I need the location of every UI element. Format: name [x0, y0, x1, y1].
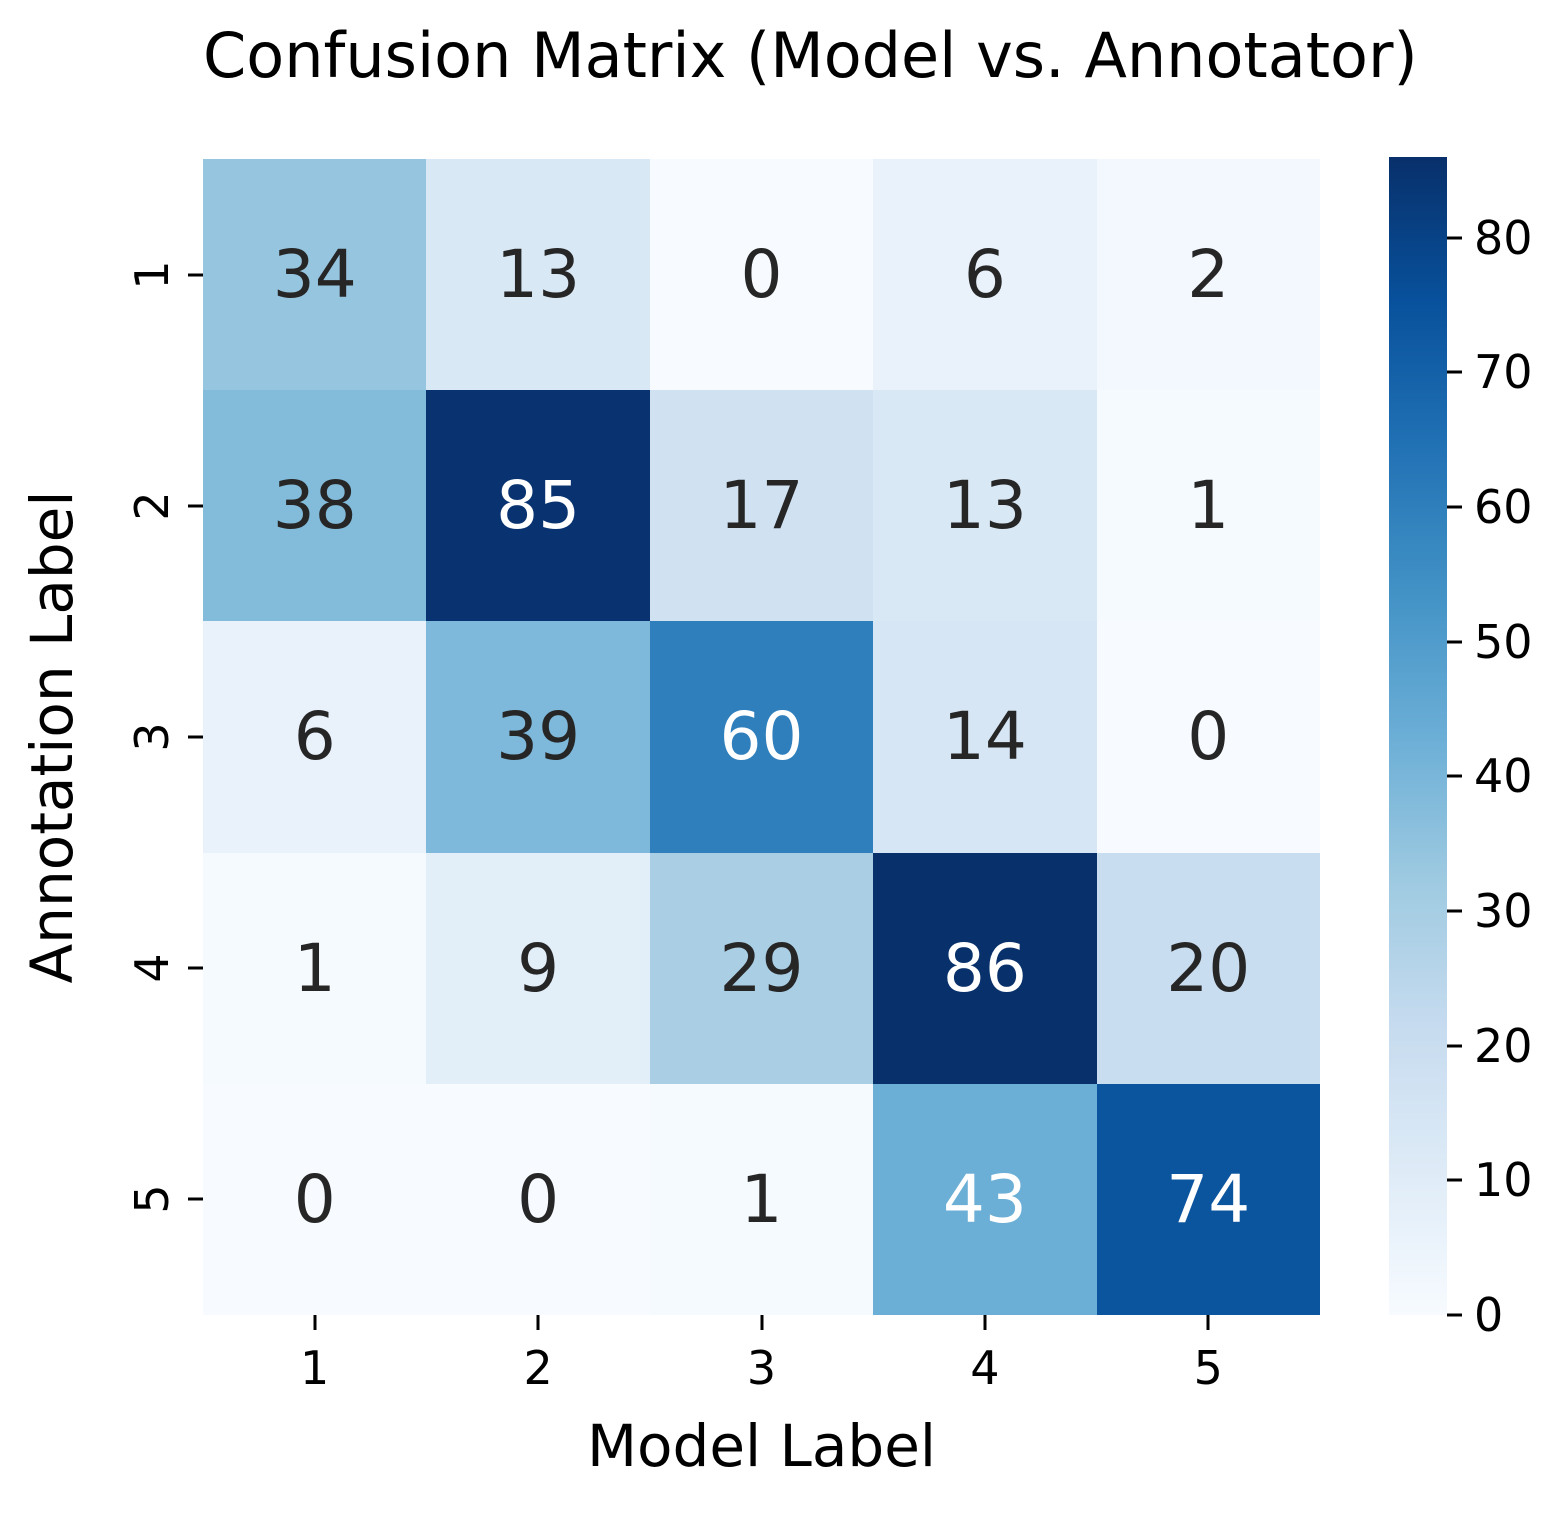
colorbar-tick-mark-60: [1447, 505, 1462, 509]
colorbar-tick-mark-40: [1447, 774, 1462, 778]
y-tick-label-2: 2: [125, 491, 179, 521]
heatmap-grid: 34 13 0 6 2 38 85 17 13 1 6 39 60 14 0 1 9 29 86 20 0 0 1 43 74: [203, 159, 1320, 1315]
colorbar-tick-label-10: 10: [1474, 1153, 1533, 1208]
heatmap-cell-r1-c3: 0: [649, 159, 874, 391]
colorbar-tick-mark-30: [1447, 909, 1462, 913]
heatmap-cell-r3-c4: 14: [873, 621, 1097, 853]
heatmap-cell-r5-c1: 0: [203, 1083, 427, 1315]
heatmap-cell-r2-c4: 13: [873, 390, 1097, 622]
colorbar-tick-label-20: 20: [1474, 1018, 1533, 1073]
y-tick-label-5: 5: [125, 1184, 179, 1215]
heatmap-cell-r5-c5: 74: [1096, 1083, 1320, 1315]
x-tick-label-4: 4: [970, 1341, 1000, 1395]
heatmap-cell-r5-c2: 0: [426, 1083, 650, 1315]
y-tick-mark-1: [188, 273, 203, 277]
heatmap-cell-r1-c2: 13: [426, 159, 650, 391]
heatmap-cell-r1-c1: 34: [203, 159, 427, 391]
heatmap-cell-r3-c1: 6: [203, 621, 427, 853]
colorbar-tick-mark-0: [1447, 1313, 1462, 1317]
heatmap-cell-r4-c4: 86: [873, 852, 1097, 1084]
x-tick-label-3: 3: [746, 1341, 777, 1395]
colorbar-tick-label-0: 0: [1474, 1288, 1504, 1342]
heatmap-cell-r2-c3: 17: [649, 390, 874, 622]
x-tick-label-2: 2: [523, 1341, 553, 1395]
y-tick-mark-3: [188, 735, 203, 739]
y-tick-mark-5: [188, 1197, 203, 1201]
x-axis-label: Model Label: [586, 1412, 937, 1480]
heatmap-cell-r4-c5: 20: [1096, 852, 1320, 1084]
heatmap-cell-r4-c2: 9: [426, 852, 650, 1084]
heatmap-cell-r2-c1: 38: [203, 390, 427, 622]
colorbar-tick-mark-50: [1447, 640, 1462, 644]
heatmap-cell-r4-c3: 29: [649, 852, 874, 1084]
colorbar-tick-mark-80: [1447, 236, 1462, 240]
y-tick-label-1: 1: [125, 259, 179, 290]
heatmap-cell-r2-c5: 1: [1096, 390, 1320, 622]
heatmap-cell-r1-c4: 6: [873, 159, 1097, 391]
heatmap-cell-r5-c4: 43: [873, 1083, 1097, 1315]
colorbar-tick-label-80: 80: [1474, 210, 1533, 265]
y-tick-label-3: 3: [125, 722, 179, 752]
colorbar-tick-label-40: 40: [1474, 749, 1533, 804]
heatmap-cell-r2-c2: 85: [426, 390, 650, 622]
colorbar-tick-mark-20: [1447, 1044, 1462, 1048]
x-tick-mark-4: [983, 1315, 987, 1330]
heatmap-cell-r3-c2: 39: [426, 621, 650, 853]
colorbar-tick-mark-10: [1447, 1178, 1462, 1182]
heatmap-cell-r1-c5: 2: [1096, 159, 1320, 391]
x-tick-mark-3: [760, 1315, 763, 1330]
y-tick-label-4: 4: [125, 953, 179, 983]
colorbar-tick-label-70: 70: [1474, 345, 1533, 400]
x-tick-mark-2: [536, 1315, 540, 1330]
heatmap-cell-r3-c3: 60: [649, 621, 874, 853]
y-axis-label: Annotation Label: [18, 490, 86, 984]
x-tick-mark-1: [313, 1315, 317, 1330]
y-axis-ticks: 1 2 3 4 5: [120, 159, 203, 1315]
y-tick-mark-2: [188, 504, 203, 508]
colorbar-tick-label-30: 30: [1474, 884, 1533, 939]
colorbar: [1389, 157, 1447, 1315]
heatmap-cell-r4-c1: 1: [203, 852, 427, 1084]
colorbar-tick-label-50: 50: [1474, 614, 1533, 669]
y-tick-mark-4: [188, 966, 203, 970]
colorbar-tick-label-60: 60: [1474, 480, 1533, 535]
colorbar-ticks: 0 10 20 30 40 50 60 70 80: [1447, 157, 1558, 1342]
colorbar-tick-mark-70: [1447, 370, 1462, 374]
x-tick-label-1: 1: [300, 1341, 330, 1395]
chart-title: Confusion Matrix (Model vs. Annotator): [203, 19, 1418, 92]
x-axis-ticks: 1 2 3 4 5: [203, 1315, 1320, 1405]
x-tick-mark-5: [1206, 1315, 1210, 1330]
x-tick-label-5: 5: [1193, 1341, 1223, 1395]
heatmap-cell-r5-c3: 1: [649, 1083, 874, 1315]
heatmap-cell-r3-c5: 0: [1096, 621, 1320, 853]
